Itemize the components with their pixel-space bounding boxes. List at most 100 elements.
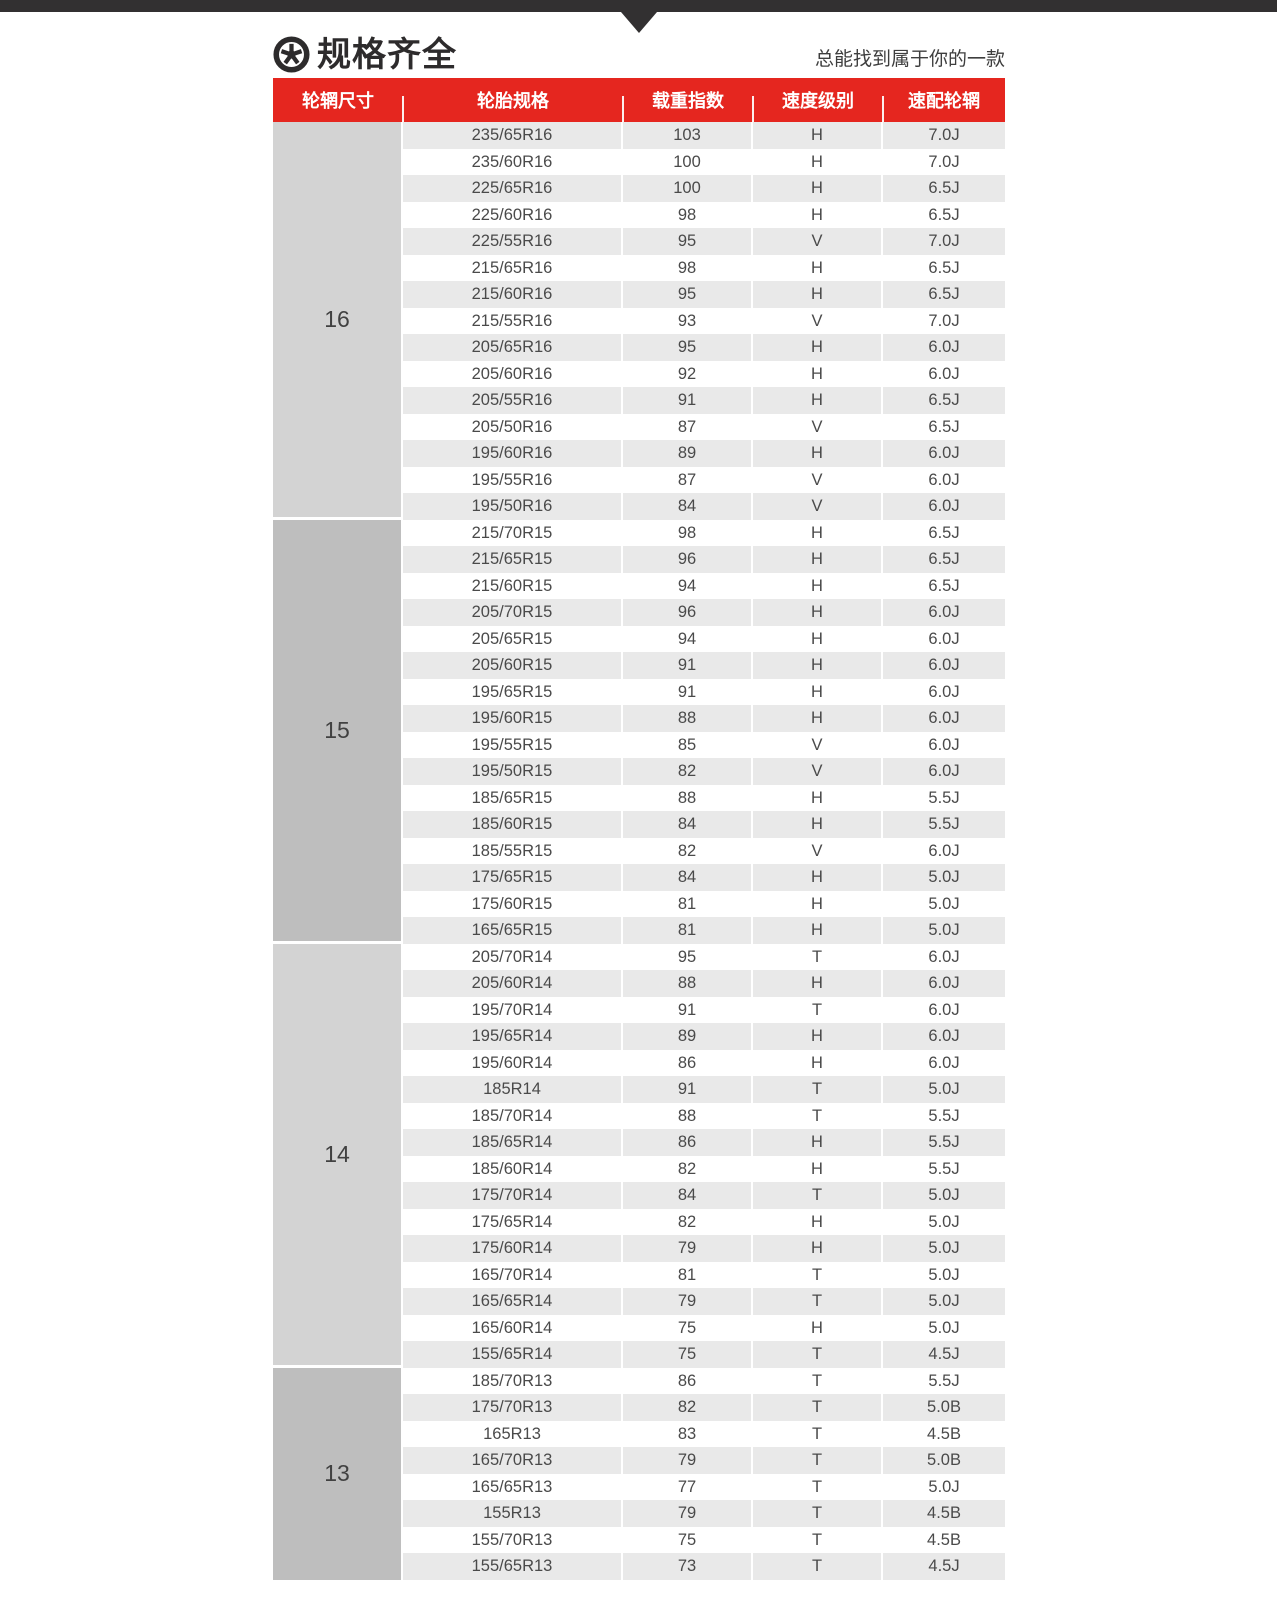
cell-load-index: 100 (623, 175, 753, 202)
cell-rim-match: 6.0J (928, 682, 960, 701)
cell-load-index: 95 (623, 281, 753, 308)
cell-rim-match: 4.5B (927, 1424, 961, 1443)
cell-speed-rating: H (753, 1129, 883, 1156)
cell-speed-rating: T (753, 1261, 883, 1288)
cell-tire-spec: 205/65R15 (403, 625, 623, 652)
cell-tire-spec: 175/60R14 (403, 1235, 623, 1262)
cell-speed-rating: H (753, 334, 883, 361)
table-row: 185/60R14 82 H 5.5J (403, 1155, 1005, 1182)
cell-speed-rating: H (753, 1235, 883, 1262)
cell-load-index: 84 (623, 864, 753, 891)
cell-rim-match: 6.5J (928, 285, 960, 303)
cell-load-index: 81 (623, 1261, 753, 1288)
section-pointer-triangle-icon (620, 12, 657, 33)
table-body: 16 15 14 13 235/65R16 103 H 7.0J 235/60R16 100 H 7… (273, 122, 1005, 1580)
cell-speed-rating: H (753, 1314, 883, 1341)
cell-speed-rating: H (753, 678, 883, 705)
table-row: 185/65R14 86 H 5.5J (403, 1129, 1005, 1156)
cell-tire-spec: 205/65R16 (403, 334, 623, 361)
table-row: 205/60R14 88 H 6.0J (403, 970, 1005, 997)
cell-load-index: 88 (623, 970, 753, 997)
cell-load-index: 85 (623, 731, 753, 758)
cell-rim-match: 5.5J (928, 815, 960, 833)
table-row: 195/65R15 91 H 6.0J (403, 678, 1005, 705)
cell-speed-rating: T (753, 1076, 883, 1103)
cell-tire-spec: 235/65R16 (403, 122, 623, 149)
cell-tire-spec: 165/65R15 (403, 917, 623, 944)
cell-tire-spec: 175/70R14 (403, 1182, 623, 1209)
cell-rim-match: 5.0J (928, 1239, 960, 1257)
table-row: 195/55R16 87 V 6.0J (403, 466, 1005, 493)
cell-rim-match: 6.5J (928, 205, 960, 224)
cell-rim-match: 6.0J (928, 947, 960, 966)
cell-speed-rating: V (753, 466, 883, 493)
cell-speed-rating: V (753, 228, 883, 255)
cell-speed-rating: H (753, 175, 883, 202)
cell-rim-match: 6.0J (928, 1053, 960, 1072)
table-row: 215/60R16 95 H 6.5J (403, 281, 1005, 308)
table-rows: 235/65R16 103 H 7.0J 235/60R16 100 H 7.0J 225/65… (403, 122, 1005, 1580)
cell-tire-spec: 195/60R16 (403, 440, 623, 467)
table-row: 215/60R15 94 H 6.5J (403, 572, 1005, 599)
cell-speed-rating: H (753, 1208, 883, 1235)
table-row: 195/60R15 88 H 6.0J (403, 705, 1005, 732)
cell-tire-spec: 195/50R15 (403, 758, 623, 785)
table-row: 175/65R14 82 H 5.0J (403, 1208, 1005, 1235)
cell-rim-match: 4.5B (927, 1530, 961, 1549)
cell-rim-match: 7.0J (928, 126, 960, 144)
title-left: 规格齐全 (273, 36, 457, 73)
cell-load-index: 84 (623, 811, 753, 838)
header-rim-size: 轮辋尺寸 (273, 87, 404, 122)
cell-rim-match: 6.5J (928, 179, 960, 197)
cell-load-index: 79 (623, 1500, 753, 1527)
cell-speed-rating: H (753, 890, 883, 917)
cell-speed-rating: H (753, 917, 883, 944)
cell-load-index: 98 (623, 201, 753, 228)
spec-section: 规格齐全 总能找到属于你的一款 轮辋尺寸 轮胎规格 载重指数 速度级别 速配轮辋… (273, 12, 1005, 1580)
table-row: 195/65R14 89 H 6.0J (403, 1023, 1005, 1050)
cell-tire-spec: 185/65R14 (403, 1129, 623, 1156)
cell-tire-spec: 205/55R16 (403, 387, 623, 414)
cell-tire-spec: 175/65R14 (403, 1208, 623, 1235)
section-title-row: 规格齐全 总能找到属于你的一款 (273, 25, 1005, 78)
cell-load-index: 94 (623, 572, 753, 599)
cell-speed-rating: T (753, 1288, 883, 1315)
cell-speed-rating: V (753, 758, 883, 785)
table-row: 165/65R13 77 T 5.0J (403, 1473, 1005, 1500)
cell-load-index: 94 (623, 625, 753, 652)
cell-load-index: 88 (623, 784, 753, 811)
cell-speed-rating: T (753, 943, 883, 970)
table-row: 195/50R15 82 V 6.0J (403, 758, 1005, 785)
cell-load-index: 91 (623, 678, 753, 705)
top-divider-bar (0, 0, 1277, 12)
table-row: 225/60R16 98 H 6.5J (403, 201, 1005, 228)
table-row: 175/70R14 84 T 5.0J (403, 1182, 1005, 1209)
cell-load-index: 75 (623, 1314, 753, 1341)
cell-rim-match: 5.5J (928, 788, 960, 807)
cell-rim-match: 7.0J (928, 152, 960, 171)
cell-rim-match: 6.0J (928, 629, 960, 648)
table-row: 215/70R15 98 H 6.5J (403, 519, 1005, 546)
cell-load-index: 98 (623, 254, 753, 281)
cell-speed-rating: H (753, 572, 883, 599)
cell-load-index: 95 (623, 943, 753, 970)
table-row: 155/70R13 75 T 4.5B (403, 1526, 1005, 1553)
cell-load-index: 96 (623, 546, 753, 573)
cell-speed-rating: H (753, 811, 883, 838)
table-row: 155R13 79 T 4.5B (403, 1500, 1005, 1527)
cell-speed-rating: H (753, 148, 883, 175)
cell-load-index: 84 (623, 493, 753, 520)
cell-load-index: 73 (623, 1553, 753, 1580)
cell-speed-rating: H (753, 705, 883, 732)
cell-rim-match: 5.5J (928, 1106, 960, 1125)
table-row: 205/70R15 96 H 6.0J (403, 599, 1005, 626)
page-title: 规格齐全 (317, 35, 457, 74)
cell-rim-match: 7.0J (928, 232, 960, 250)
cell-rim-match: 5.0J (928, 1477, 960, 1496)
cell-speed-rating: H (753, 281, 883, 308)
cell-tire-spec: 195/50R16 (403, 493, 623, 520)
cell-rim-match: 6.0J (928, 974, 960, 992)
cell-load-index: 87 (623, 413, 753, 440)
table-row: 205/60R15 91 H 6.0J (403, 652, 1005, 679)
cell-tire-spec: 165/60R14 (403, 1314, 623, 1341)
